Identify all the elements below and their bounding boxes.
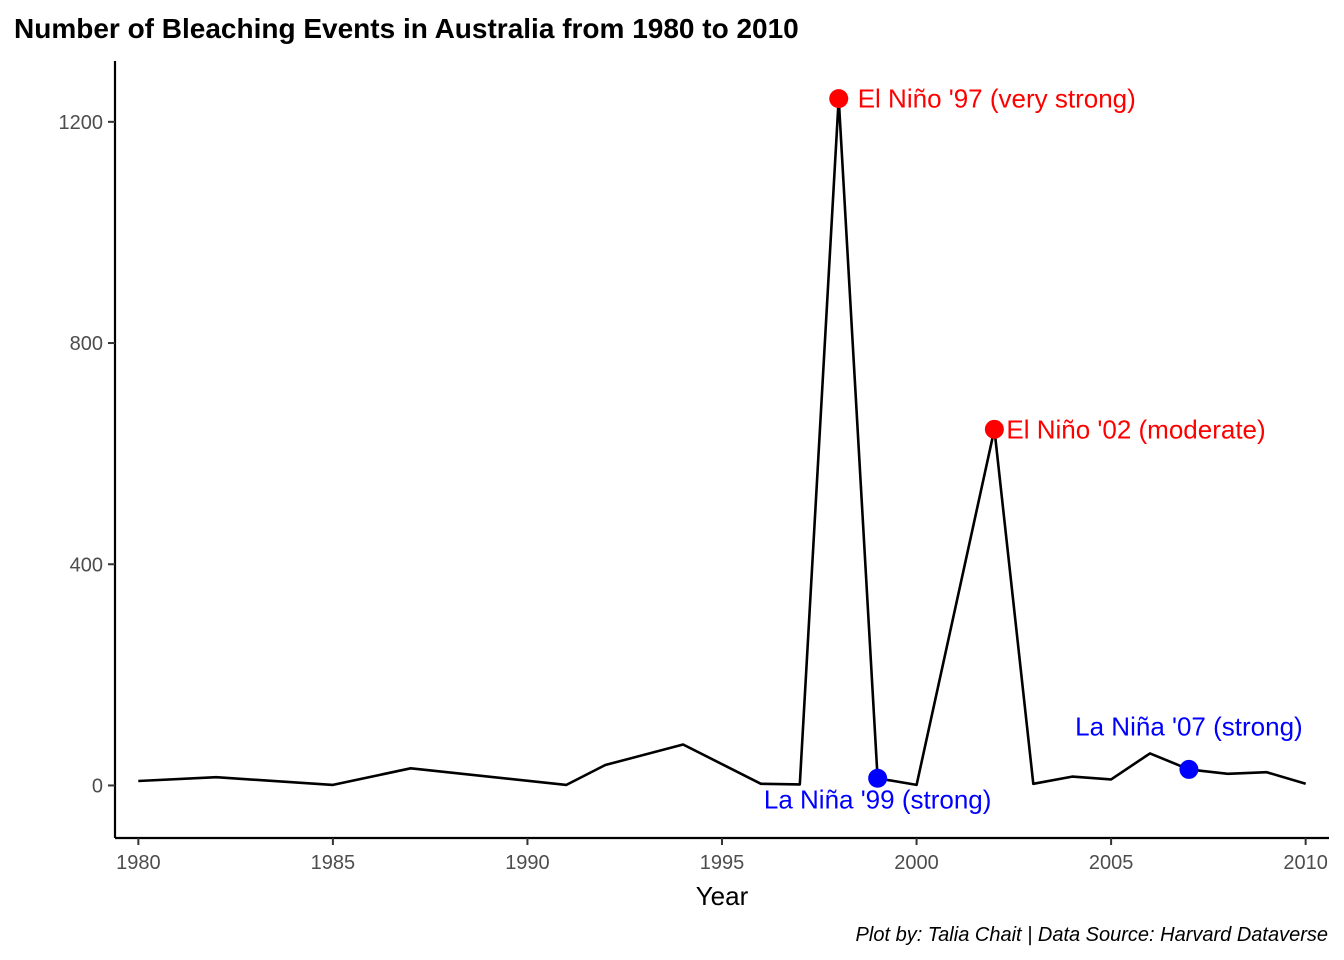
x-tick-label: 1990 [505,852,550,874]
x-tick-label: 1985 [311,852,356,874]
x-tick-label: 2010 [1283,852,1328,874]
y-tick-label: 1200 [59,112,104,134]
chart-title: Number of Bleaching Events in Australia … [14,13,799,44]
highlight-point [985,420,1004,439]
annotation-label: El Niño '02 (moderate) [1006,414,1265,444]
y-axis-ticks: 0 400 800 1200 [59,112,116,798]
x-tick-label: 2000 [894,852,939,874]
y-tick-label: 800 [70,333,103,355]
x-axis-ticks: 1980 1985 1990 1995 2000 2005 2010 [116,838,1328,874]
highlight-point [1179,760,1198,779]
x-axis-label: Year [696,881,749,911]
y-tick-label: 400 [70,554,103,576]
x-tick-label: 1995 [700,852,745,874]
annotation-label: La Niña '07 (strong) [1075,711,1303,741]
annotation-label: La Niña '99 (strong) [764,784,992,814]
x-tick-label: 2005 [1089,852,1134,874]
plot-area: 0 400 800 1200 1980 1985 1990 1995 2000 2005 2010… [59,61,1330,874]
annotation-label: El Niño '97 (very strong) [858,84,1136,114]
highlight-point [829,89,848,108]
x-tick-label: 1980 [116,852,161,874]
chart-caption: Plot by: Talia Chait | Data Source: Harv… [856,924,1328,946]
y-tick-label: 0 [92,775,103,797]
